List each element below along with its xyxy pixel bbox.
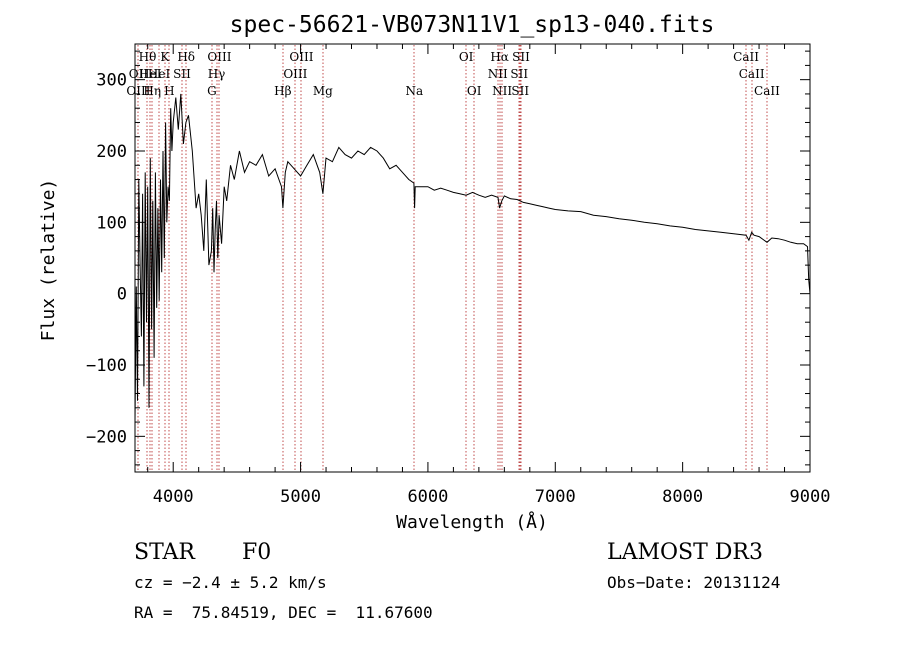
x-tick-label: 5000 [280,487,321,507]
subclass: F0 [242,540,272,565]
line-label: CaII [739,67,765,81]
line-label: SII [512,50,530,64]
line-label: H [164,84,174,98]
line-label: Mg [313,84,333,98]
x-axis-label: Wavelength (Å) [396,511,548,533]
line-label: Hγ [208,67,226,81]
chart-title: spec-56621-VB073N11V1_sp13-040.fits [230,12,715,38]
line-label: Hθ [139,50,157,64]
line-label: SII [511,84,529,98]
line-label: CaII [754,84,780,98]
line-label: Na [405,84,423,98]
x-tick-label: 4000 [153,487,194,507]
plot-frame [134,43,811,473]
spectral-line-markers [137,45,768,471]
y-tick-label: 100 [96,213,127,233]
y-axis: −200 −100 0 100 200 300 [86,50,810,466]
y-tick-label: 300 [96,71,127,91]
y-tick-label: 200 [96,142,127,162]
line-label: K [160,50,170,64]
y-axis-label: Flux (relative) [38,179,59,342]
line-label: CaII [733,50,759,64]
line-label: OI [467,84,482,98]
observation-date: Obs−Date: 20131124 [607,573,781,592]
line-label: OIII [283,67,307,81]
line-label: NII [488,67,508,81]
line-label: OIII [126,84,150,98]
spectrum-series-line [134,93,811,423]
line-label: Hα [490,50,509,64]
x-tick-label: 8000 [662,487,703,507]
y-tick-label: 0 [117,285,127,305]
line-label: G [207,84,217,98]
line-label: Hη [143,84,161,98]
y-tick-label: −200 [86,427,127,447]
x-tick-label: 6000 [407,487,448,507]
line-label: NII [492,84,512,98]
coordinates: RA = 75.84519, DEC = 11.67600 [134,603,433,622]
redshift-velocity: cz = −2.4 ± 5.2 km/s [134,573,327,592]
line-label: OII [129,67,149,81]
spectrum-chart: spec-56621-VB073N11V1_sp13-040.fits Hθ K H… [38,12,831,533]
line-label: Hβ [274,84,291,98]
survey-name: LAMOST DR3 [607,540,763,565]
line-label: SII [173,67,191,81]
x-axis: 4000 5000 6000 7000 8000 9000 [147,44,831,507]
y-tick-label: −100 [86,356,127,376]
line-label: SII [510,67,528,81]
line-label: OIII [207,50,231,64]
line-label: OIII [289,50,313,64]
line-label: OI [459,50,474,64]
line-label: Hδ [177,50,195,64]
x-tick-label: 9000 [790,487,831,507]
x-tick-label: 7000 [535,487,576,507]
object-class: STAR [134,540,195,565]
line-label: HeI [139,67,162,81]
line-label: HeI [148,67,171,81]
